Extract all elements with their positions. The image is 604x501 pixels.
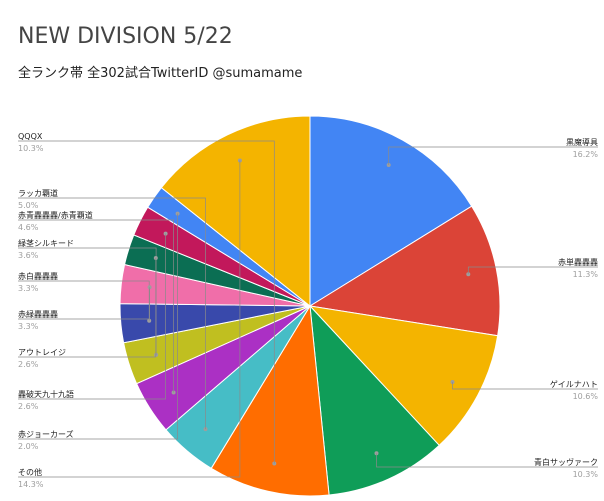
leader-line-2 (452, 382, 598, 390)
slice-percent-7: 3.6% (18, 251, 39, 260)
slice-label-11: 轟破天九十九語 (18, 389, 74, 399)
leader-line-8 (18, 280, 150, 321)
pie-slice-1[interactable] (308, 205, 501, 337)
leader-line-12 (18, 213, 178, 440)
pie-slice-13[interactable] (160, 115, 311, 308)
slice-label-13: その他 (18, 467, 42, 477)
chart-title: NEW DIVISION 5/22 (18, 24, 233, 49)
slice-label-0: 黒魔導具 (566, 137, 598, 147)
slice-percent-5: 5.0% (18, 201, 39, 210)
slice-percent-0: 16.2% (573, 150, 599, 159)
slice-percent-11: 2.6% (18, 402, 39, 411)
slice-percent-2: 10.6% (573, 392, 599, 401)
leader-line-3 (376, 453, 598, 468)
slice-label-4: QQQX (18, 132, 43, 141)
slice-label-8: 赤白轟轟轟 (18, 271, 58, 281)
slice-label-2: ゲイルナハト (550, 379, 598, 389)
slice-percent-12: 2.0% (18, 442, 39, 451)
leader-line-11 (18, 233, 166, 400)
slice-label-7: 緑茎シルキード (18, 238, 74, 248)
leader-line-1 (467, 266, 598, 275)
slice-label-1: 赤単轟轟轟 (558, 257, 598, 267)
slice-label-9: 赤緑轟轟轟 (18, 309, 58, 319)
leader-line-5 (18, 197, 206, 430)
pie-slice-0[interactable] (309, 115, 473, 307)
slice-label-3: 青白サッヴァーク (534, 457, 598, 467)
slice-label-6: 赤青轟轟轟/赤青覇道 (18, 210, 93, 220)
leader-line-0 (388, 146, 598, 165)
slice-percent-8: 3.3% (18, 284, 39, 293)
slice-percent-6: 4.6% (18, 223, 39, 232)
pie-slice-2[interactable] (308, 305, 499, 447)
slice-percent-3: 10.3% (573, 470, 599, 479)
leader-line-13 (18, 160, 241, 478)
slice-label-12: 赤ジョーカーズ (18, 429, 74, 439)
leader-line-10 (18, 258, 157, 358)
slice-label-5: ラッカ覇道 (18, 188, 58, 198)
slice-percent-10: 2.6% (18, 360, 39, 369)
leader-line-4 (18, 140, 275, 464)
slice-label-10: アウトレイジ (18, 348, 66, 357)
slice-percent-4: 10.3% (18, 144, 44, 153)
slice-percent-13: 14.3% (18, 480, 44, 489)
leader-line-6 (18, 219, 174, 393)
pie-slice-4[interactable] (210, 304, 330, 497)
pie-slice-3[interactable] (309, 304, 440, 496)
leader-line-9 (18, 287, 150, 320)
slice-percent-9: 3.3% (18, 322, 39, 331)
slice-percent-1: 11.3% (573, 270, 599, 279)
chart-subtitle: 全ランク帯 全302試合TwitterID @sumamame (18, 66, 303, 81)
